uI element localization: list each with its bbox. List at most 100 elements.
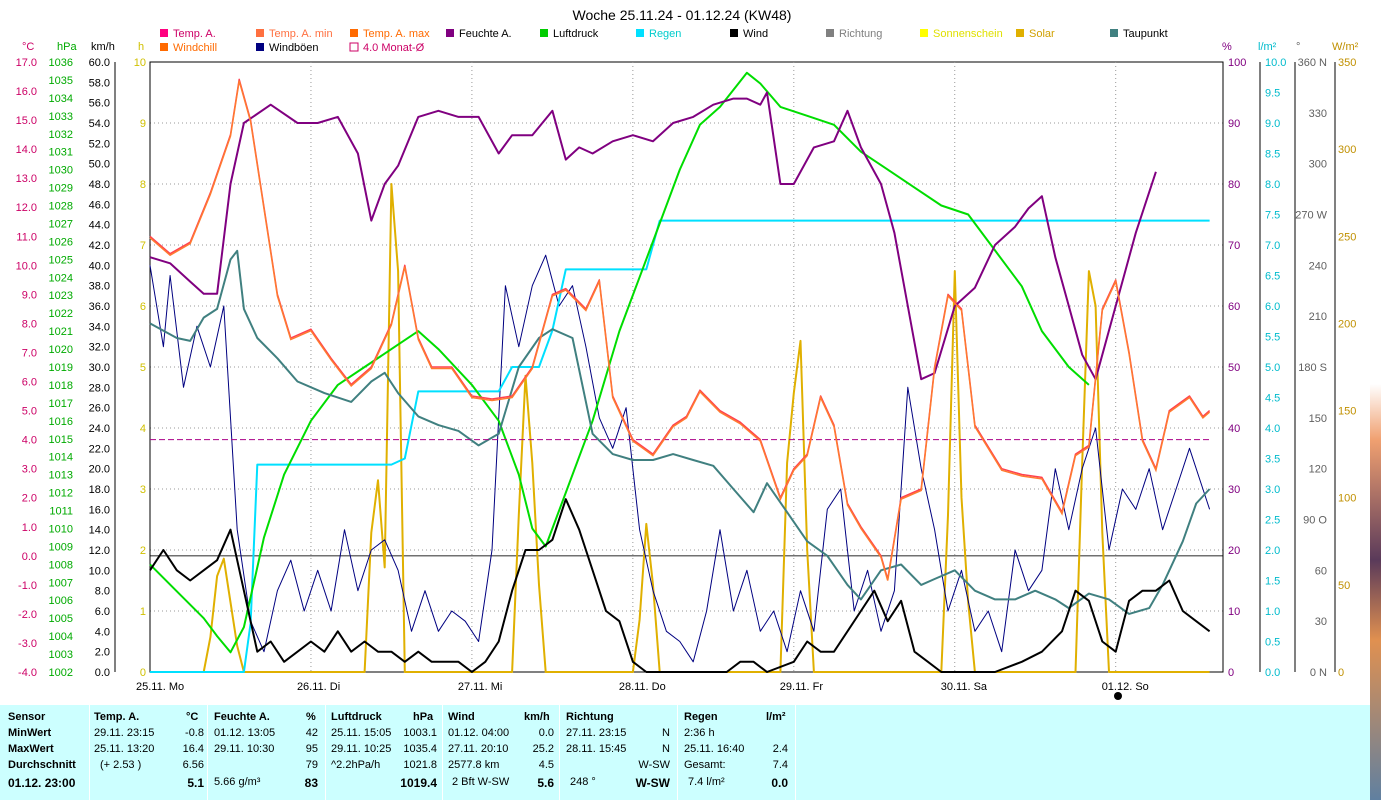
rain-axis-tick: 9.0 bbox=[1265, 118, 1280, 130]
rain-axis-tick: 6.5 bbox=[1265, 271, 1280, 283]
solar-axis-tick: 0 bbox=[1338, 667, 1344, 679]
series-taupunkt bbox=[149, 249, 1211, 615]
day-label: 28.11. Do bbox=[619, 681, 666, 693]
pressure-axis-tick: 1019 bbox=[49, 362, 73, 374]
pressure-axis-tick: 1021 bbox=[49, 326, 73, 338]
richtung-max-time: 28.11. 15:45 bbox=[566, 743, 627, 755]
sun-axis-tick: 1 bbox=[140, 606, 146, 618]
pressure-axis-tick: 1028 bbox=[49, 201, 73, 213]
direction-axis-tick: 0 N bbox=[1310, 667, 1327, 679]
unit-right-0: % bbox=[1222, 41, 1232, 53]
luftdruck-max-value: 1035.4 bbox=[403, 743, 437, 755]
regen-unit: l/m² bbox=[766, 711, 786, 723]
pressure-axis-tick: 1031 bbox=[49, 147, 73, 159]
day-label: 30.11. Sa bbox=[941, 681, 988, 693]
rain-axis-tick: 0.5 bbox=[1265, 637, 1280, 649]
regen-max-time: 25.11. 16:40 bbox=[684, 743, 745, 755]
temp-axis-tick: -4.0 bbox=[18, 667, 37, 679]
series-windb-en bbox=[149, 254, 1211, 663]
day-label: 29.11. Fr bbox=[780, 681, 824, 693]
direction-axis-tick: 90 O bbox=[1303, 515, 1327, 527]
solar-axis-tick: 100 bbox=[1338, 493, 1356, 505]
regen-total-label: Gesamt: bbox=[684, 759, 726, 771]
wind-axis-tick: 50.0 bbox=[89, 159, 110, 171]
stats-header-regen: Regen bbox=[684, 711, 718, 723]
pressure-axis-tick: 1013 bbox=[49, 470, 73, 482]
pressure-axis-tick: 1029 bbox=[49, 183, 73, 195]
pressure-axis-tick: 1012 bbox=[49, 488, 73, 500]
wind-axis-tick: 30.0 bbox=[89, 362, 110, 374]
unit-right-1: l/m² bbox=[1258, 41, 1277, 53]
temp-avg-value: 6.56 bbox=[182, 759, 204, 771]
unit-right-3: W/m² bbox=[1332, 41, 1359, 53]
sun-axis-tick: 8 bbox=[140, 179, 146, 191]
pressure-axis-tick: 1030 bbox=[49, 165, 73, 177]
temp-axis-tick: 3.0 bbox=[22, 464, 37, 476]
sun-axis-tick: 2 bbox=[140, 545, 146, 557]
pressure-axis-tick: 1024 bbox=[49, 272, 73, 284]
wind-axis-tick: 18.0 bbox=[89, 484, 110, 496]
series-regen bbox=[150, 219, 1210, 673]
row-label-min: MinWert bbox=[8, 727, 52, 739]
wind-avg-value: 4.5 bbox=[538, 759, 554, 771]
pressure-axis-tick: 1003 bbox=[49, 649, 73, 661]
sun-axis-tick: 3 bbox=[140, 484, 146, 496]
wind-axis-tick: 42.0 bbox=[89, 240, 110, 252]
solar-axis-tick: 150 bbox=[1338, 406, 1356, 418]
pressure-axis-tick: 1015 bbox=[49, 434, 73, 446]
side-decoration bbox=[1370, 0, 1381, 800]
wind-axis-tick: 36.0 bbox=[89, 301, 110, 313]
humidity-axis-tick: 50 bbox=[1228, 362, 1240, 374]
rain-axis-tick: 10.0 bbox=[1265, 57, 1286, 69]
legend-label: Luftdruck bbox=[553, 28, 599, 40]
wind-axis-tick: 48.0 bbox=[89, 179, 110, 191]
sun-axis-tick: 9 bbox=[140, 118, 146, 130]
day-label: 25.11. Mo bbox=[136, 681, 184, 693]
legend-label: Taupunkt bbox=[1123, 28, 1168, 40]
direction-axis-tick: 270 W bbox=[1295, 210, 1327, 222]
legend-label: Temp. A. max bbox=[363, 28, 430, 40]
humidity-axis-tick: 70 bbox=[1228, 240, 1240, 252]
direction-axis-tick: 240 bbox=[1309, 260, 1327, 272]
axes: 17.016.015.014.013.012.011.010.09.08.07.… bbox=[16, 41, 1359, 700]
pressure-axis-tick: 1005 bbox=[49, 613, 73, 625]
stats-header-feuchte: Feuchte A. bbox=[214, 711, 270, 723]
sun-axis-tick: 10 bbox=[134, 57, 146, 69]
unit-left-2: km/h bbox=[91, 41, 115, 53]
wind-bft: 2 Bft W-SW bbox=[452, 776, 510, 788]
temp-axis-tick: 9.0 bbox=[22, 289, 37, 301]
legend-swatch bbox=[920, 29, 928, 37]
wind-axis-tick: 6.0 bbox=[95, 606, 110, 618]
temp-axis-tick: 8.0 bbox=[22, 318, 37, 330]
wind-axis-tick: 4.0 bbox=[95, 626, 110, 638]
wind-distance: 2577.8 km bbox=[448, 759, 500, 771]
current-timestamp: 01.12. 23:00 bbox=[8, 776, 76, 790]
pressure-axis-tick: 1007 bbox=[49, 577, 73, 589]
richtung-min-time: 27.11. 23:15 bbox=[566, 727, 627, 739]
wind-max-value: 25.2 bbox=[532, 743, 554, 755]
stats-col-feuchte: Feuchte A. % 01.12. 13:05 42 29.11. 10:3… bbox=[214, 705, 318, 800]
pressure-axis-tick: 1025 bbox=[49, 254, 73, 266]
chart-title: Woche 25.11.24 - 01.12.24 (KW48) bbox=[573, 7, 792, 23]
legend-swatch bbox=[1016, 29, 1024, 37]
pressure-axis-tick: 1033 bbox=[49, 111, 73, 123]
sun-axis-tick: 0 bbox=[140, 667, 146, 679]
sun-axis-tick: 4 bbox=[140, 423, 146, 435]
pressure-axis-tick: 1016 bbox=[49, 416, 73, 428]
richtung-max-value: N bbox=[662, 743, 670, 755]
stats-col-regen: Regen l/m² 2:36 h 25.11. 16:40 2.4 Gesam… bbox=[684, 705, 788, 800]
legend-swatch bbox=[540, 29, 548, 37]
pressure-axis-tick: 1009 bbox=[49, 541, 73, 553]
stats-col-sensor: Sensor MinWert MaxWert Durchschnitt 01.1… bbox=[8, 705, 88, 800]
direction-axis-tick: 330 bbox=[1309, 108, 1327, 120]
temp-min-time: 29.11. 23:15 bbox=[94, 727, 155, 739]
luftdruck-max-time: 29.11. 10:25 bbox=[331, 743, 392, 755]
temp-axis-tick: -2.0 bbox=[18, 609, 37, 621]
feuchte-abs-note: 5.66 g/m³ bbox=[214, 776, 261, 788]
pressure-axis-tick: 1014 bbox=[49, 452, 73, 464]
legend-label: Regen bbox=[649, 28, 681, 40]
series-temp-max bbox=[149, 80, 1211, 581]
wind-axis-tick: 14.0 bbox=[89, 525, 110, 537]
humidity-axis-tick: 20 bbox=[1228, 545, 1240, 557]
temp-current: 5.1 bbox=[187, 776, 204, 790]
